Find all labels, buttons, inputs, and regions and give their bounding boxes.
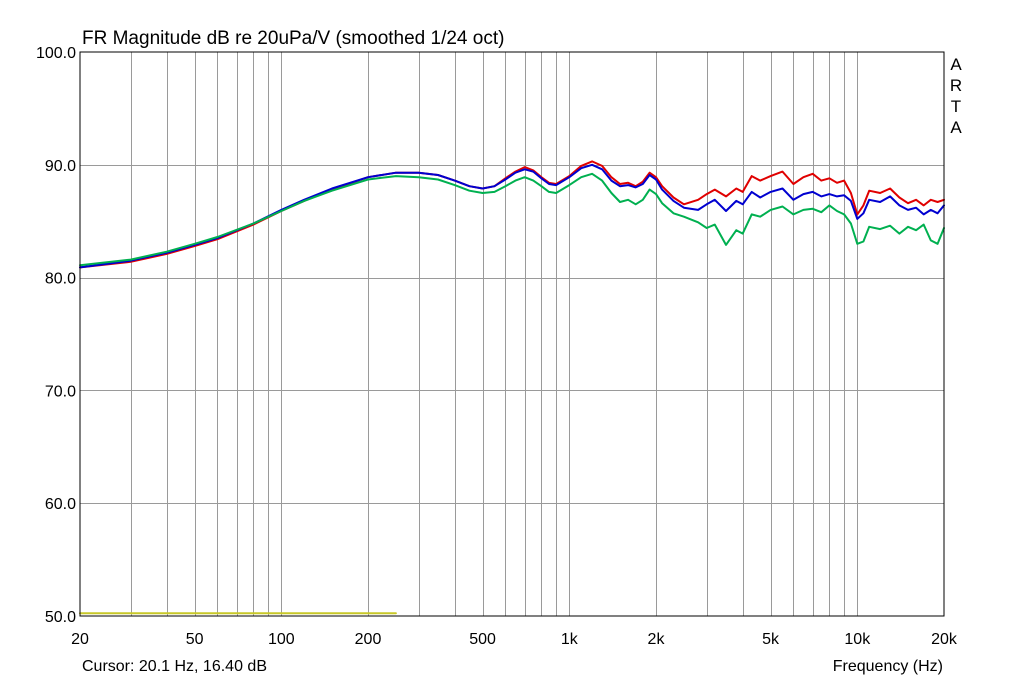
- x-tick-label: 100: [268, 631, 295, 648]
- y-tick-labels: 50.0 60.0 70.0 80.0 90.0 100.0: [36, 45, 76, 626]
- y-tick-label: 100.0: [36, 45, 76, 62]
- brand-letter: A: [950, 55, 962, 74]
- x-tick-label: 5k: [762, 631, 780, 648]
- x-tick-label: 20k: [931, 631, 958, 648]
- plot-frame: [79, 51, 945, 617]
- x-axis-label: Frequency (Hz): [833, 658, 943, 675]
- brand-letter: R: [950, 76, 962, 95]
- y-tick-label: 80.0: [45, 271, 76, 288]
- x-tick-label: 200: [355, 631, 382, 648]
- brand-letter: A: [950, 118, 962, 137]
- series-line-2: [79, 163, 945, 269]
- x-tick-label: 2k: [648, 631, 666, 648]
- series-line-3: [79, 172, 945, 267]
- x-tick-labels: 20 50 100 200 500 1k 2k 5k 10k 20k: [71, 631, 958, 648]
- x-tick-label: 1k: [561, 631, 579, 648]
- x-tick-label: 10k: [844, 631, 871, 648]
- series-line-1: [79, 160, 945, 269]
- y-tick-label: 90.0: [45, 158, 76, 175]
- y-tick-label: 70.0: [45, 383, 76, 400]
- cursor-readout: Cursor: 20.1 Hz, 16.40 dB: [82, 658, 267, 675]
- chart-title: FR Magnitude dB re 20uPa/V (smoothed 1/2…: [82, 28, 504, 49]
- y-tick-label: 60.0: [45, 496, 76, 513]
- series-layer: [79, 160, 945, 615]
- x-tick-label: 20: [71, 631, 89, 648]
- grid: [80, 52, 944, 616]
- x-tick-label: 500: [469, 631, 496, 648]
- brand-letter: T: [951, 97, 961, 116]
- x-tick-label: 50: [186, 631, 204, 648]
- y-tick-label: 50.0: [45, 609, 76, 626]
